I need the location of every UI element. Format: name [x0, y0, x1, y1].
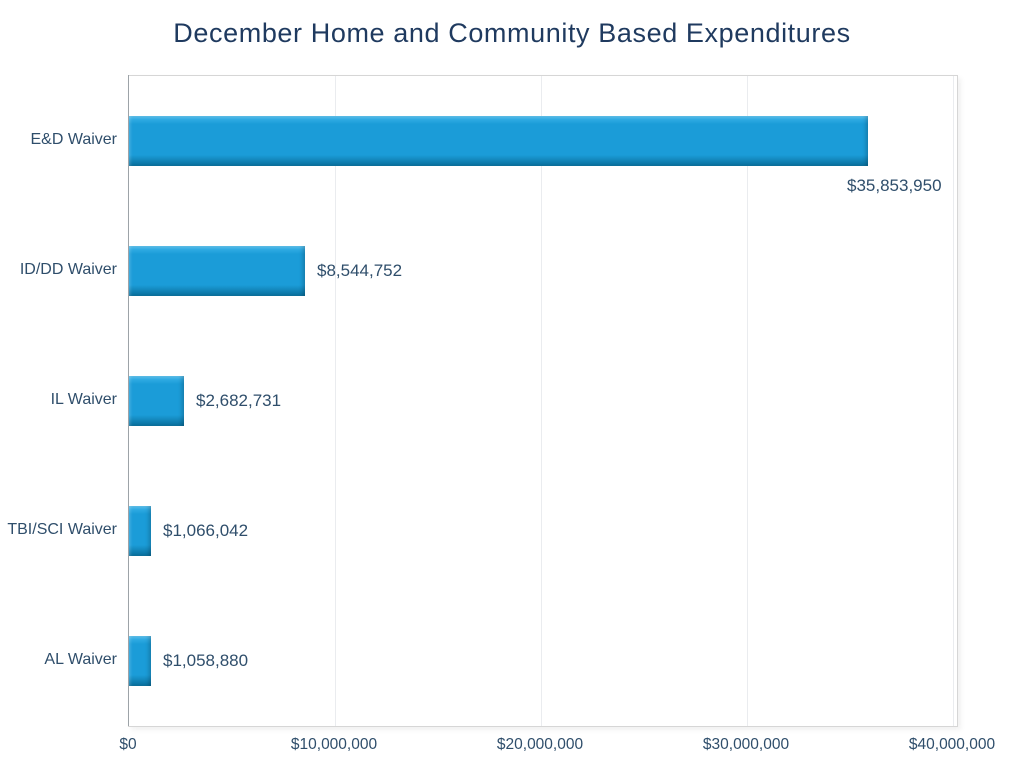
category-label: TBI/SCI Waiver	[7, 521, 117, 538]
x-tick-label: $10,000,000	[290, 736, 378, 753]
x-tick-label: $40,000,000	[908, 736, 996, 753]
x-tick-label: $20,000,000	[496, 736, 584, 753]
value-label: $1,058,880	[163, 651, 249, 670]
category-label: AL Waiver	[44, 651, 117, 668]
category-label: E&D Waiver	[30, 131, 117, 148]
bar-row: $35,853,950	[129, 76, 957, 206]
category-label: IL Waiver	[50, 391, 117, 408]
chart-bar	[129, 116, 868, 166]
chart-bar	[129, 506, 151, 556]
value-label: $2,682,731	[196, 391, 282, 410]
chart-bar	[129, 636, 151, 686]
gridline	[953, 76, 954, 726]
bar-row: $1,066,042	[129, 466, 957, 596]
value-label: $35,853,950	[847, 176, 942, 195]
plot-area: $35,853,950 $8,544,752 $2,682,731 $1,066,04…	[128, 75, 958, 727]
chart-bar	[129, 246, 305, 296]
x-tick-label: $30,000,000	[702, 736, 790, 753]
gridline	[747, 76, 748, 726]
category-label: ID/DD Waiver	[19, 261, 117, 278]
chart-title: December Home and Community Based Expend…	[173, 18, 851, 48]
gridline	[541, 76, 542, 726]
y-axis-line	[128, 75, 129, 726]
value-label: $1,066,042	[163, 521, 249, 540]
bar-row: $8,544,752	[129, 206, 957, 336]
x-tick-label: $0	[119, 736, 137, 753]
bar-row: $2,682,731	[129, 336, 957, 466]
bar-row: $1,058,880	[129, 596, 957, 726]
chart-bar	[129, 376, 184, 426]
gridline	[335, 76, 336, 726]
value-label: $8,544,752	[317, 261, 403, 280]
